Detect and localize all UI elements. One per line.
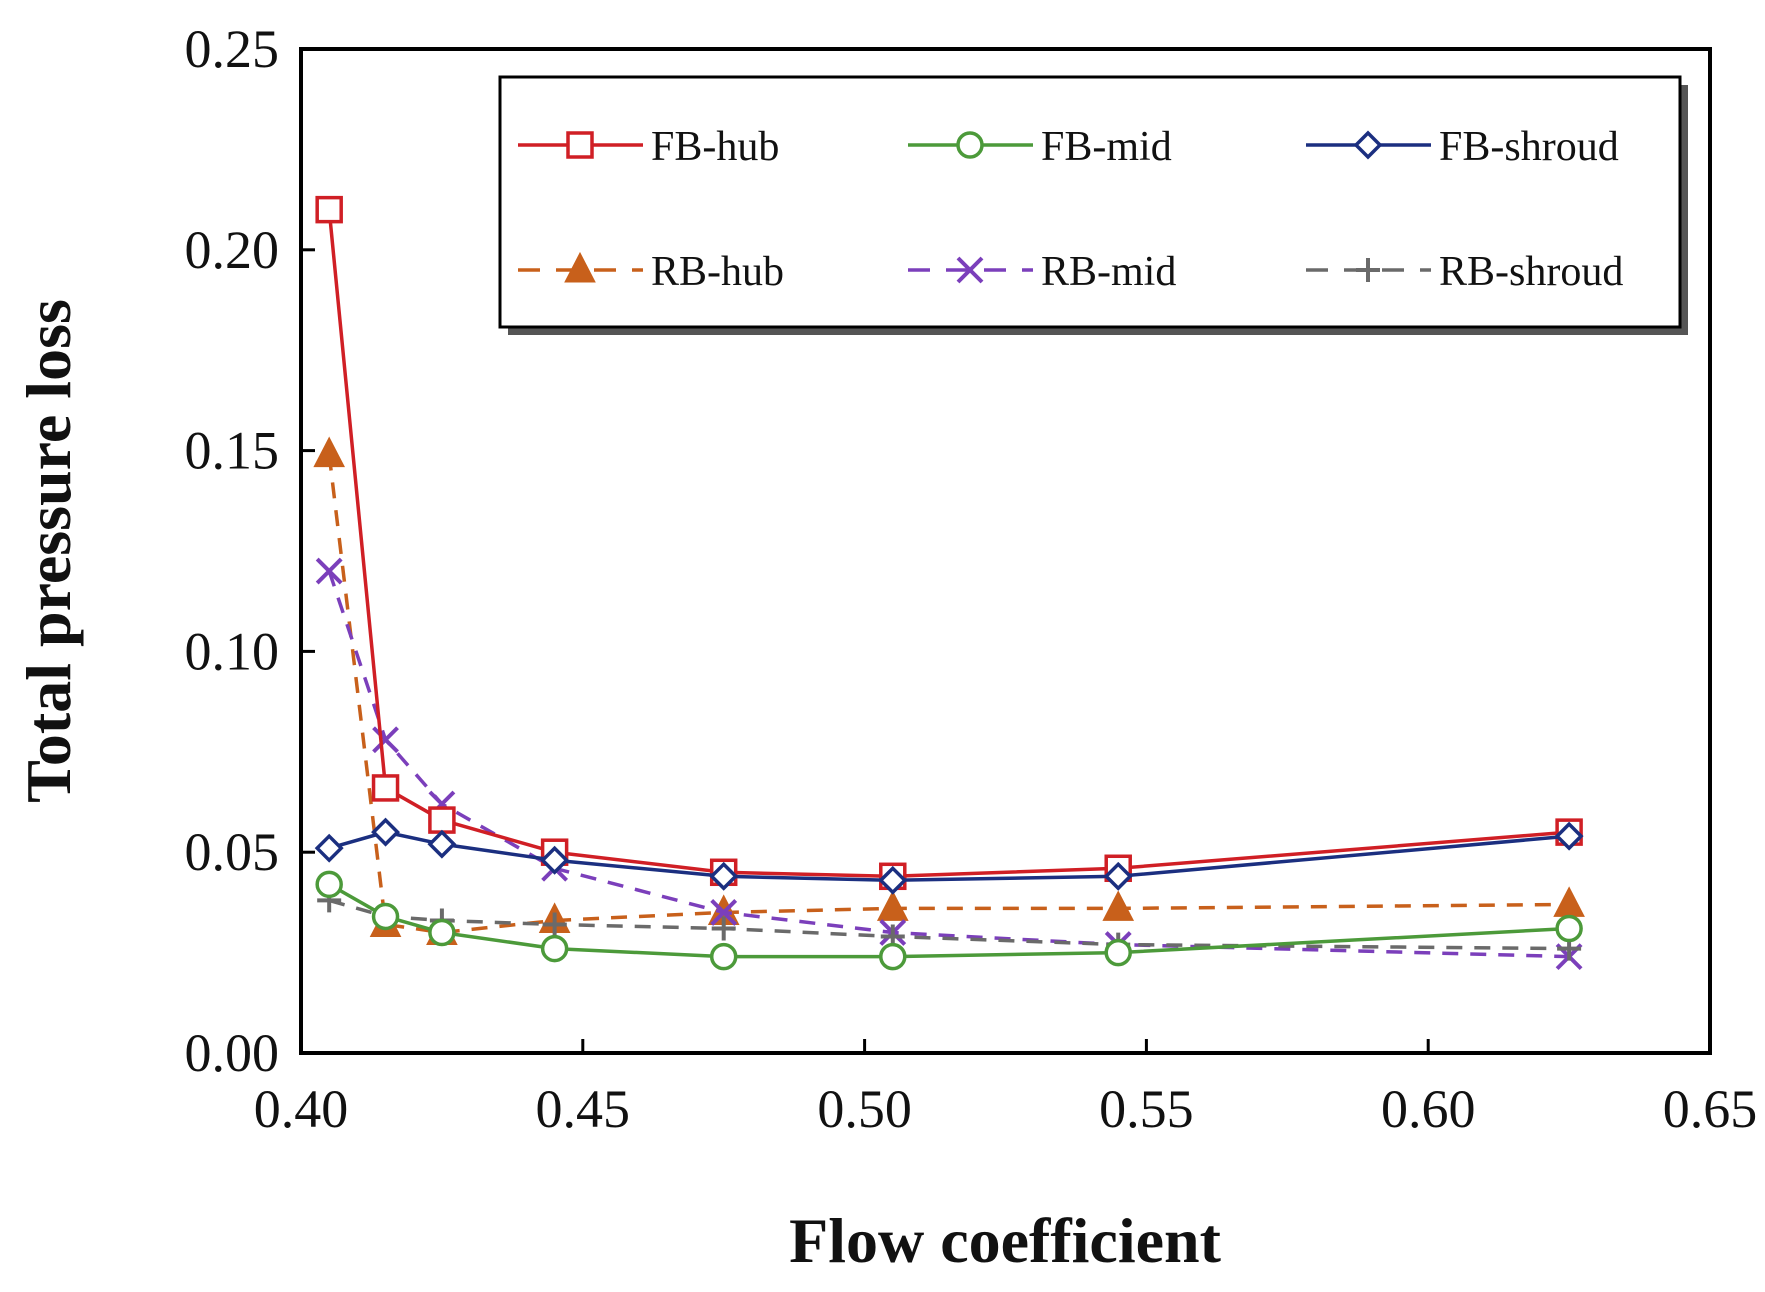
data-point-rb-shroud xyxy=(542,912,567,937)
data-point-fb-mid xyxy=(540,934,569,963)
series-fb-mid xyxy=(315,870,1583,971)
legend-marker xyxy=(564,251,596,283)
data-point-fb-shroud xyxy=(709,861,739,891)
data-point-fb-shroud xyxy=(314,833,344,863)
x-tick-label: 0.65 xyxy=(1663,1079,1758,1139)
data-point-rb-mid xyxy=(315,557,343,585)
legend-label: RB-shroud xyxy=(1439,249,1623,295)
legend-marker xyxy=(566,131,594,159)
legend-label: FB-mid xyxy=(1041,124,1172,170)
data-point-fb-mid xyxy=(428,918,456,947)
y-axis-title: Total pressure loss xyxy=(13,299,84,803)
data-point-rb-mid xyxy=(372,726,399,754)
y-tick-label: 0.00 xyxy=(185,1023,280,1083)
y-tick-label: 0.10 xyxy=(185,621,280,681)
legend-box xyxy=(498,75,1682,329)
legend-label: RB-mid xyxy=(1041,249,1176,295)
data-point-rb-hub xyxy=(1102,890,1135,921)
legend-marker xyxy=(956,256,984,284)
series-line-rb-mid xyxy=(327,570,1570,959)
legend-entry-fb-hub: FB-hub xyxy=(518,124,779,170)
data-point-fb-mid xyxy=(315,870,343,899)
legend: FB-hub FB-mid FB-shroud RB-hub RB-mid RB-shro… xyxy=(498,75,1688,335)
data-point-fb-hub xyxy=(428,806,456,834)
series-layer xyxy=(313,195,1585,971)
x-tick-label: 0.40 xyxy=(254,1079,349,1139)
x-tick-label: 0.60 xyxy=(1381,1079,1476,1139)
data-point-fb-mid xyxy=(371,902,400,931)
data-point-rb-mid xyxy=(710,899,738,926)
data-point-fb-shroud xyxy=(878,865,908,895)
data-point-rb-hub xyxy=(876,890,909,921)
legend-marker xyxy=(956,131,984,159)
data-point-fb-shroud xyxy=(371,817,401,847)
legend-marker xyxy=(1356,258,1380,282)
legend-label: RB-hub xyxy=(651,249,784,295)
y-axis-ticks: 0.00 0.05 0.10 0.15 0.20 0.25 xyxy=(185,19,315,1083)
x-axis-title: Flow coefficient xyxy=(789,1205,1222,1276)
y-tick-label: 0.15 xyxy=(185,421,280,481)
data-point-fb-mid xyxy=(879,942,907,971)
legend-label: FB-shroud xyxy=(1439,124,1619,170)
data-point-fb-hub xyxy=(371,774,400,802)
legend-entry-fb-mid: FB-mid xyxy=(908,124,1172,170)
series-fb-shroud xyxy=(314,817,1584,895)
plot-frame xyxy=(299,47,1712,1055)
data-point-fb-shroud xyxy=(540,845,570,875)
legend-marker xyxy=(1353,130,1383,160)
x-axis-ticks: 0.40 0.45 0.50 0.55 0.60 0.65 xyxy=(254,1039,1758,1139)
data-point-fb-mid xyxy=(1104,938,1132,967)
y-tick-label: 0.20 xyxy=(185,220,280,280)
legend-entry-rb-hub: RB-hub xyxy=(518,249,784,295)
data-point-fb-mid xyxy=(709,942,738,971)
legend-label: FB-hub xyxy=(651,124,779,170)
data-point-fb-shroud xyxy=(427,829,457,859)
legend-entry-rb-shroud: RB-shroud xyxy=(1306,249,1623,295)
legend-entry-fb-shroud: FB-shroud xyxy=(1306,124,1619,170)
x-tick-label: 0.55 xyxy=(1099,1079,1194,1139)
legend-entry-rb-mid: RB-mid xyxy=(908,249,1176,295)
data-point-fb-shroud xyxy=(1554,821,1584,851)
data-point-rb-hub xyxy=(313,436,346,468)
data-point-fb-shroud xyxy=(1103,861,1133,891)
x-tick-label: 0.45 xyxy=(536,1079,631,1139)
data-point-rb-shroud xyxy=(711,916,736,941)
x-tick-label: 0.50 xyxy=(817,1079,912,1139)
y-tick-label: 0.25 xyxy=(185,19,280,79)
y-tick-label: 0.05 xyxy=(185,822,280,882)
data-point-fb-hub xyxy=(315,195,343,224)
data-point-fb-mid xyxy=(1555,914,1583,943)
